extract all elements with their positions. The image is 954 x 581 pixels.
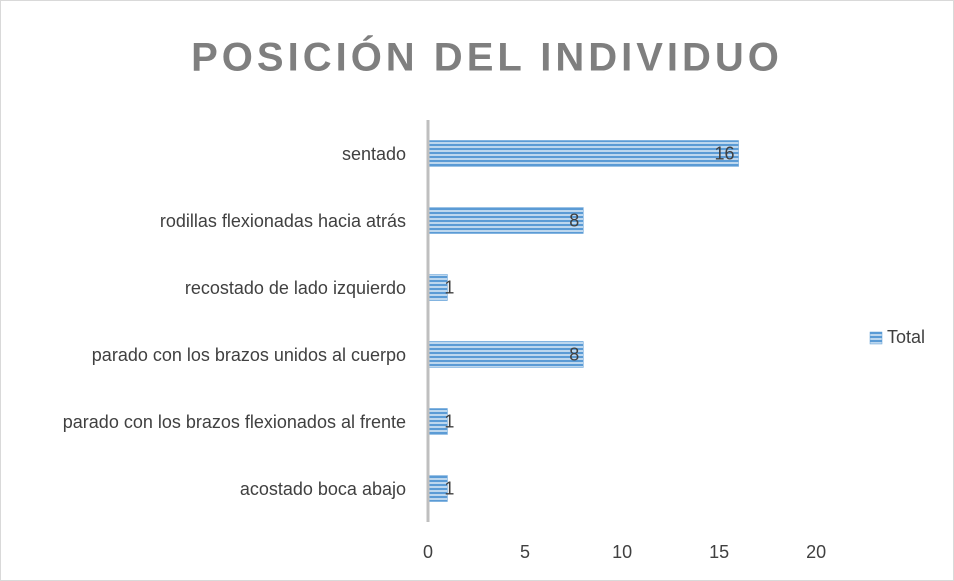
value-label: 8 [569,344,579,364]
y-tick-label-box: parado con los brazos unidos al cuerpo [92,325,406,385]
y-tick-label-box: parado con los brazos flexionados al fre… [63,392,406,452]
bar [427,341,584,368]
x-tick-label: 5 [520,542,530,562]
y-tick-label: rodillas flexionadas hacia atrás [159,210,406,231]
y-tick-label: recostado de lado izquierdo [184,277,406,298]
legend-label: Total [887,327,925,347]
y-tick-label: acostado boca abajo [239,478,406,499]
y-tick-label: sentado [341,143,406,164]
x-tick-label: 10 [612,542,632,562]
value-label: 16 [715,143,735,163]
y-tick-label-box: acostado boca abajo [240,459,406,519]
legend-marker [869,331,883,345]
value-label: 1 [444,277,454,297]
value-label: 8 [569,210,579,230]
x-tick-label: 20 [806,542,826,562]
x-tick-label: 0 [423,542,433,562]
bar [427,207,584,234]
y-tick-label: parado con los brazos unidos al cuerpo [91,344,406,365]
value-label: 1 [444,411,454,431]
chart-title: POSICIÓN DEL INDIVIDUO [191,34,783,80]
y-tick-label-box: sentado [342,124,406,184]
y-tick-label: parado con los brazos flexionados al fre… [62,411,406,432]
y-tick-label-box: recostado de lado izquierdo [185,258,406,318]
value-label: 1 [444,478,454,498]
bar [427,140,739,167]
y-tick-label-box: rodillas flexionadas hacia atrás [160,191,406,251]
x-tick-label: 15 [709,542,729,562]
